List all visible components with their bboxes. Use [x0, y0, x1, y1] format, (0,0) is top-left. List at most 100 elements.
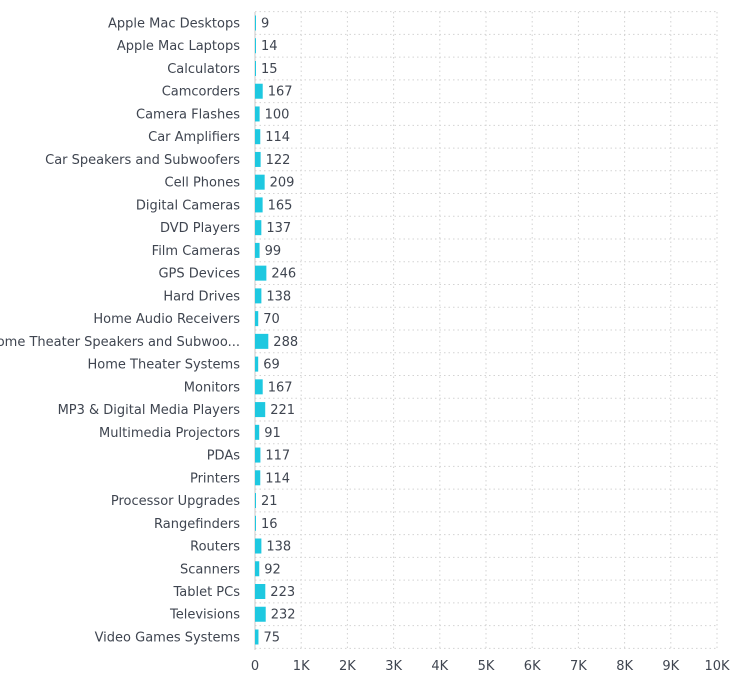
category-label: MP3 & Digital Media Players: [58, 403, 241, 418]
bar[interactable]: [255, 220, 262, 236]
category-label: Apple Mac Desktops: [108, 17, 240, 32]
value-label: 117: [265, 449, 290, 464]
category-label: Cell Phones: [165, 176, 241, 191]
value-label: 288: [273, 335, 298, 350]
value-label: 92: [264, 562, 281, 577]
bar[interactable]: [255, 38, 256, 54]
bar[interactable]: [255, 265, 267, 281]
category-label: Tablet PCs: [172, 585, 240, 600]
bar[interactable]: [255, 333, 269, 349]
value-label: 14: [261, 39, 278, 54]
value-label: 167: [268, 380, 293, 395]
x-tick-label: 1K: [293, 659, 310, 674]
category-label: Apple Mac Laptops: [117, 39, 240, 54]
bar[interactable]: [255, 538, 262, 554]
category-label: Car Speakers and Subwoofers: [45, 153, 240, 168]
value-label: 15: [261, 62, 278, 77]
value-label: 246: [271, 267, 296, 282]
x-tick-label: 7K: [570, 659, 587, 674]
value-label: 223: [270, 585, 295, 600]
value-label: 221: [270, 403, 295, 418]
bar[interactable]: [255, 151, 261, 167]
x-tick-label: 8K: [616, 659, 633, 674]
category-label: Processor Upgrades: [111, 494, 240, 509]
value-label: 167: [268, 85, 293, 100]
value-label: 165: [268, 198, 293, 213]
category-label: Calculators: [167, 62, 240, 77]
bar[interactable]: [255, 402, 266, 418]
value-label: 114: [265, 130, 290, 145]
category-label: Home Theater Speakers and Subwoo...: [0, 335, 240, 350]
category-label: Home Theater Systems: [88, 358, 241, 373]
x-tick-label: 3K: [385, 659, 402, 674]
x-tick-label: 2K: [339, 659, 356, 674]
category-label: PDAs: [207, 449, 241, 464]
value-label: 232: [271, 608, 296, 623]
bar[interactable]: [255, 174, 265, 190]
x-tick-label: 5K: [478, 659, 495, 674]
category-label: Multimedia Projectors: [99, 426, 240, 441]
x-tick-label: 10K: [704, 659, 730, 674]
category-label: Car Amplifiers: [148, 130, 240, 145]
bar[interactable]: [255, 561, 260, 577]
bar[interactable]: [255, 424, 260, 440]
bar[interactable]: [255, 515, 256, 531]
value-label: 70: [263, 312, 280, 327]
bar[interactable]: [255, 197, 263, 213]
bar[interactable]: [255, 242, 260, 258]
bar[interactable]: [255, 129, 261, 145]
x-tick-label: 9K: [662, 659, 679, 674]
bars: [255, 15, 269, 645]
category-label: Scanners: [180, 562, 240, 577]
value-label: 137: [266, 221, 291, 236]
value-label: 138: [266, 540, 291, 555]
value-label: 114: [265, 471, 290, 486]
value-label: 122: [266, 153, 291, 168]
grid-lines: [255, 11, 718, 650]
bar[interactable]: [255, 493, 256, 509]
category-label: DVD Players: [160, 221, 240, 236]
value-label: 69: [263, 358, 280, 373]
bar[interactable]: [255, 606, 266, 622]
category-label: Monitors: [184, 380, 240, 395]
bar[interactable]: [255, 629, 259, 645]
x-tick-label: 6K: [524, 659, 541, 674]
bar[interactable]: [255, 311, 259, 327]
category-label: Rangefinders: [154, 517, 240, 532]
category-label: Hard Drives: [163, 289, 240, 304]
category-label: Camcorders: [162, 85, 241, 100]
bar[interactable]: [255, 470, 261, 486]
value-label: 99: [265, 244, 282, 259]
bar[interactable]: [255, 83, 263, 99]
value-label: 21: [261, 494, 278, 509]
value-label: 9: [261, 17, 269, 32]
value-label: 91: [264, 426, 281, 441]
category-labels: Apple Mac Desktops Apple Mac Laptops Calcu…: [0, 17, 240, 646]
value-label: 138: [266, 289, 291, 304]
bar[interactable]: [255, 584, 266, 599]
x-tick-label: 4K: [431, 659, 448, 674]
bar[interactable]: [255, 379, 263, 395]
category-label: Camera Flashes: [136, 107, 240, 122]
bar[interactable]: [255, 106, 260, 122]
category-label: Digital Cameras: [136, 198, 240, 213]
category-label: GPS Devices: [158, 267, 240, 282]
category-label: Home Audio Receivers: [93, 312, 240, 327]
bar[interactable]: [255, 447, 261, 463]
category-label: Printers: [190, 471, 240, 486]
category-label: Video Games Systems: [95, 630, 241, 645]
value-labels: 9 14 15 167 100 114 122 209 165 137 99 246 138 70 288 6…: [261, 17, 298, 646]
value-label: 209: [270, 176, 295, 191]
bar[interactable]: [255, 60, 256, 76]
bar[interactable]: [255, 288, 262, 304]
category-label: Televisions: [169, 608, 240, 623]
value-label: 16: [261, 517, 278, 532]
category-label: Film Cameras: [152, 244, 241, 259]
value-label: 75: [263, 630, 280, 645]
x-tick-label: 0: [251, 659, 259, 674]
value-label: 100: [265, 107, 290, 122]
bar[interactable]: [255, 356, 259, 372]
bar[interactable]: [255, 15, 256, 31]
